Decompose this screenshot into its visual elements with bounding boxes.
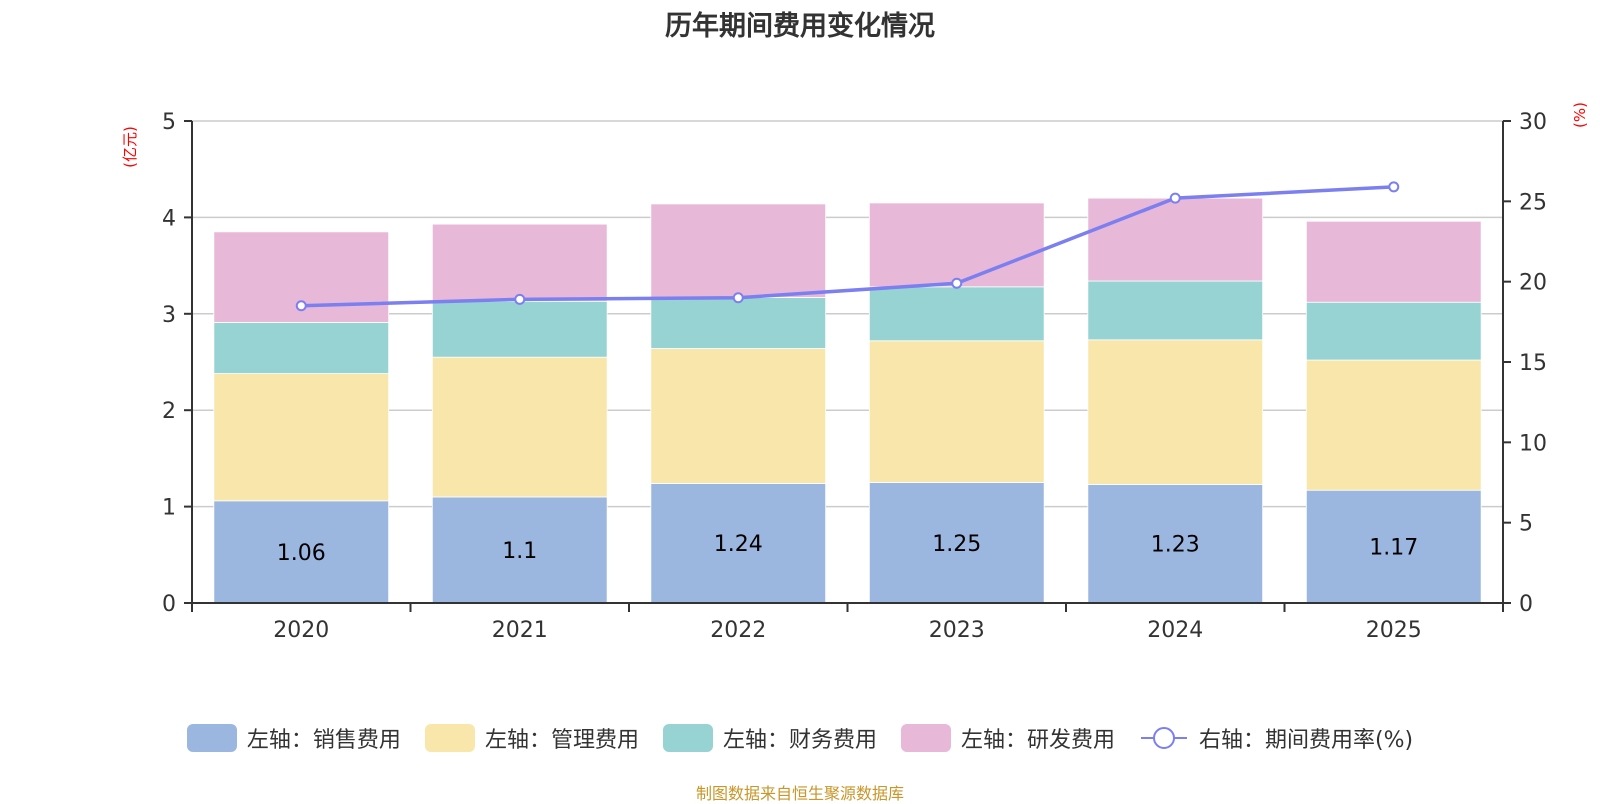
legend-label: 左轴：研发费用 — [960, 728, 1115, 753]
right-axis-tick-label: 25 — [1519, 190, 1547, 215]
legend: 左轴：销售费用 左轴：管理费用 左轴：财务费用 左轴：研发费用 右轴：期间费用率(%) — [0, 722, 1600, 754]
legend-item[interactable]: 左轴：研发费用 — [900, 722, 1115, 754]
bar-segment-1 — [213, 500, 390, 604]
bar-segment-4 — [1305, 220, 1482, 303]
right-axis-tick-label: 15 — [1519, 351, 1547, 376]
legend-label: 左轴：管理费用 — [484, 728, 639, 753]
bar-segment-2 — [1087, 339, 1264, 485]
rate-point — [295, 300, 307, 312]
bar-segment-2 — [650, 348, 827, 484]
bar-segment-4 — [868, 202, 1045, 288]
bar-value-label: 1.24 — [714, 532, 763, 557]
rate-line — [301, 185, 1394, 308]
bar-labels: 1.06 1.1 1.24 1.25 1.23 1.17 — [277, 532, 1418, 566]
bar-segment-2 — [431, 356, 608, 498]
legend-swatch-icon — [900, 724, 951, 752]
legend-label: 左轴：财务费用 — [722, 728, 877, 753]
bar-segment-1 — [1305, 489, 1482, 604]
bar-segment-4 — [431, 223, 608, 302]
left-axis-tick-label: 1 — [162, 496, 176, 521]
bar-series — [213, 197, 1482, 604]
x-axis-tick-label: 2024 — [1147, 618, 1203, 643]
bar-segment-3 — [1305, 301, 1482, 361]
bar-segment-1 — [650, 483, 827, 604]
legend-item[interactable]: 左轴：管理费用 — [424, 722, 639, 754]
rate-point — [1388, 181, 1400, 193]
bar-segment-2 — [1305, 359, 1482, 491]
right-axis-tick-label: 10 — [1519, 431, 1547, 456]
rate-point — [732, 292, 744, 304]
bar-segment-2 — [213, 373, 390, 502]
right-axis-tick-label: 0 — [1519, 592, 1533, 617]
legend-item[interactable]: 左轴：财务费用 — [662, 722, 877, 754]
left-axis-tick-label: 5 — [162, 110, 176, 135]
bar-segment-3 — [1087, 280, 1264, 341]
bar-segment-1 — [1087, 484, 1264, 604]
bar-segment-2 — [868, 340, 1045, 483]
bar-segment-1 — [868, 482, 1045, 604]
bar-segment-3 — [213, 322, 390, 374]
bar-segment-3 — [868, 286, 1045, 342]
x-axis-tick-label: 2021 — [492, 618, 548, 643]
bar-segment-1 — [431, 496, 608, 604]
line-series — [295, 181, 1400, 312]
chart-title: 历年期间费用变化情况 — [665, 11, 935, 42]
bar-value-label: 1.1 — [502, 539, 537, 564]
left-axis-unit-label: (亿元) — [121, 126, 139, 168]
left-axis-tick-label: 0 — [162, 592, 176, 617]
right-axis-tick-label: 20 — [1519, 271, 1547, 296]
legend-swatch-icon — [662, 724, 713, 752]
legend-item[interactable]: 右轴：期间费用率(%) — [1139, 722, 1413, 754]
right-axis-unit-label: (%) — [1571, 102, 1589, 128]
bar-value-label: 1.17 — [1369, 536, 1418, 561]
bar-value-label: 1.23 — [1151, 533, 1200, 558]
bar-value-label: 1.06 — [277, 541, 326, 566]
right-axis-tick-label: 30 — [1519, 110, 1547, 135]
left-axis-tick-label: 3 — [162, 303, 176, 328]
source-note: 制图数据来自恒生聚源数据库 — [695, 784, 904, 803]
gridlines — [192, 120, 1503, 508]
bar-value-label: 1.25 — [932, 532, 981, 557]
legend-label: 左轴：销售费用 — [246, 728, 401, 753]
bar-segment-3 — [431, 300, 608, 358]
legend-line-marker-icon — [1140, 727, 1187, 749]
bar-segment-3 — [650, 297, 827, 349]
legend-item[interactable]: 左轴：销售费用 — [186, 722, 401, 754]
bar-segment-4 — [650, 203, 827, 298]
legend-label: 右轴：期间费用率(%) — [1198, 728, 1414, 753]
legend-swatch-icon — [186, 724, 237, 752]
x-axis-tick-label: 2022 — [710, 618, 766, 643]
rate-point — [951, 277, 963, 289]
x-axis-tick-label: 2023 — [929, 618, 985, 643]
rate-point — [1169, 192, 1181, 204]
left-axis-tick-label: 2 — [162, 399, 176, 424]
right-axis-tick-label: 5 — [1519, 512, 1533, 537]
legend-swatch-icon — [424, 724, 475, 752]
rate-point — [514, 293, 526, 305]
bar-segment-4 — [1087, 197, 1264, 282]
x-axis-tick-label: 2020 — [273, 618, 329, 643]
left-axis-tick-label: 4 — [162, 206, 176, 231]
x-axis-tick-label: 2025 — [1366, 618, 1422, 643]
